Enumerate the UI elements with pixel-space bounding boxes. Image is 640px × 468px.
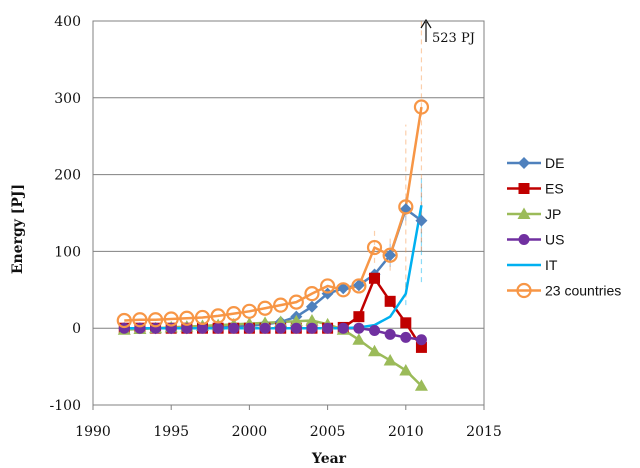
x-tick-label: 2000 <box>232 424 268 440</box>
x-tick-label: 1995 <box>153 424 189 440</box>
data-point-23-countries <box>320 278 336 294</box>
data-point-23-countries <box>116 312 132 329</box>
x-tick-labels: 1990 1995 2000 2005 2010 2015 <box>75 424 502 440</box>
data-point-jp <box>352 333 366 345</box>
series-line-it <box>124 205 423 330</box>
data-point-jp <box>305 314 319 326</box>
legend-item-it: IT <box>507 257 558 273</box>
series-lines <box>124 106 423 387</box>
data-point-23-countries <box>163 311 179 327</box>
legend-label: ES <box>545 181 564 197</box>
y-tick-label: -100 <box>50 398 81 414</box>
data-point-23-countries <box>351 278 367 294</box>
legend-item-23-countries: 23 countries <box>507 283 621 299</box>
data-point-us <box>400 331 412 343</box>
legend-swatch-marker <box>518 157 530 169</box>
data-point-us <box>384 328 396 340</box>
y-tick-label: 200 <box>54 168 81 184</box>
annotation-label: 523 PJ <box>432 31 475 46</box>
series-markers <box>116 99 430 391</box>
data-point-23-countries <box>257 300 273 316</box>
x-tick-label: 2015 <box>466 424 502 440</box>
data-point-23-countries <box>366 239 383 256</box>
data-point-us <box>275 322 287 334</box>
data-point-de <box>384 249 397 262</box>
legend-swatch-marker <box>516 282 532 299</box>
data-point-23-countries <box>194 309 211 326</box>
series-line-23-countries <box>124 106 423 322</box>
y-tick-label: 100 <box>54 244 81 260</box>
data-point-us <box>228 322 240 334</box>
data-point-23-countries <box>413 99 430 115</box>
legend-label: IT <box>545 257 558 273</box>
x-tick-label: 1990 <box>75 424 111 440</box>
legend-item-us: US <box>507 232 564 248</box>
data-point-es <box>369 272 381 284</box>
plot-border <box>92 20 485 406</box>
y-tick-label: 0 <box>72 321 81 337</box>
y-tick-labels: -100 0 100 200 300 400 <box>50 14 81 414</box>
legend-item-es: ES <box>507 181 564 197</box>
data-point-jp <box>383 353 397 366</box>
data-point-us <box>415 334 427 346</box>
legend: DE ES JP US IT 23 countries <box>507 155 621 299</box>
data-point-23-countries <box>132 312 148 328</box>
data-point-23-countries <box>273 297 289 313</box>
data-point-es <box>415 341 427 353</box>
data-point-23-countries <box>335 282 351 298</box>
data-point-23-countries <box>179 310 195 326</box>
data-point-de <box>352 279 365 292</box>
data-point-de <box>305 300 318 313</box>
legend-swatch-marker <box>518 183 530 194</box>
data-point-us <box>212 322 224 334</box>
data-point-23-countries <box>288 294 304 310</box>
legend-swatch-marker <box>518 234 530 245</box>
data-point-us <box>196 322 208 334</box>
data-point-es <box>384 295 396 307</box>
data-point-23-countries <box>241 303 257 319</box>
data-point-23-countries <box>226 306 242 322</box>
data-point-us <box>337 322 349 334</box>
legend-label: JP <box>545 206 561 222</box>
data-point-jp <box>368 344 382 357</box>
legend-swatch-marker <box>517 207 531 219</box>
annotation: 523 PJ <box>420 18 475 46</box>
data-point-us <box>353 322 365 334</box>
legend-label: 23 countries <box>545 283 621 299</box>
data-point-de <box>415 214 428 227</box>
data-point-es <box>400 317 412 329</box>
error-bars <box>373 21 423 306</box>
x-tick-label: 2005 <box>310 424 346 440</box>
series-line-de <box>124 207 423 330</box>
data-point-23-countries <box>398 199 414 215</box>
legend-item-jp: JP <box>507 206 561 222</box>
y-axis-title: Energy [PJ] <box>10 184 26 274</box>
data-point-jp <box>399 363 413 376</box>
data-point-us <box>322 322 334 334</box>
data-point-23-countries <box>210 308 226 324</box>
y-tick-label: 400 <box>54 14 81 30</box>
data-point-23-countries <box>382 247 398 263</box>
plot-frame <box>92 20 485 410</box>
data-point-jp <box>414 379 428 391</box>
legend-label: US <box>545 232 564 248</box>
data-point-us <box>259 322 271 334</box>
data-point-us <box>181 322 193 334</box>
data-point-23-countries <box>147 312 164 328</box>
legend-label: DE <box>545 155 564 171</box>
data-point-23-countries <box>304 286 320 302</box>
data-point-jp <box>289 314 303 327</box>
x-axis-title: Year <box>311 451 347 467</box>
data-point-us <box>369 325 381 337</box>
annotation-arrow-head <box>420 18 432 29</box>
data-point-us <box>306 322 318 334</box>
data-point-es <box>353 311 365 323</box>
data-point-us <box>290 322 302 334</box>
legend-item-de: DE <box>507 155 564 171</box>
y-tick-label: 300 <box>54 91 81 107</box>
data-point-us <box>243 322 255 334</box>
x-tick-label: 2010 <box>388 424 424 440</box>
